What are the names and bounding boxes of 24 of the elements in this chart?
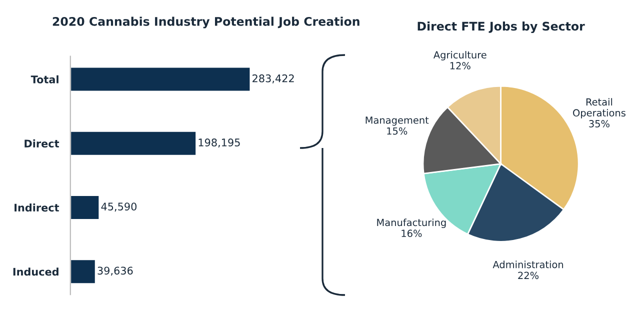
y-tick-label: Induced (13, 268, 58, 276)
slice-label: Management (366, 116, 429, 126)
slice-label: Manufacturing (377, 218, 446, 228)
chart-title: 2020 Cannabis Industry Potential Job Creation (52, 16, 360, 28)
bar (70, 194, 100, 220)
bar (70, 258, 96, 284)
bar (70, 66, 252, 92)
data-label: 45,590 (101, 202, 136, 212)
y-tick-label: Total (30, 75, 58, 84)
data-label: 198,195 (198, 138, 240, 148)
slice-label: Retail Operations (573, 98, 626, 118)
data-label: 15% (387, 127, 408, 135)
chart-title: Direct FTE Jobs by Sector (418, 22, 585, 34)
data-label: 12% (450, 62, 470, 70)
y-tick-label: Direct (24, 139, 60, 148)
data-label: 283,422 (252, 74, 294, 84)
data-label: 22% (518, 272, 539, 280)
bar (70, 130, 197, 156)
data-label: 35% (589, 120, 610, 128)
slice-label: Agriculture (433, 51, 486, 60)
data-label: 16% (402, 230, 422, 238)
data-label: 39,636 (98, 266, 133, 276)
y-tick-label: Indirect (14, 204, 60, 212)
slice-label: Administration (492, 260, 564, 268)
